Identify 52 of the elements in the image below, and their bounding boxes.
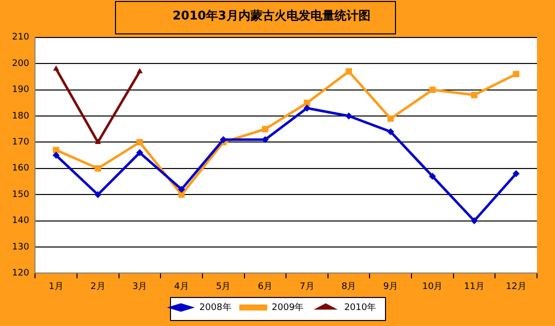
point — [345, 112, 352, 120]
y-tick-label: 140 — [12, 216, 30, 226]
x-tick-label: 8月 — [341, 282, 356, 292]
point — [512, 70, 520, 78]
y-tick-label: 210 — [12, 32, 30, 43]
point — [136, 139, 143, 146]
point — [136, 68, 143, 74]
x-tick-label: 2月 — [90, 282, 106, 292]
point — [471, 92, 478, 98]
x-tick-label: 5月 — [216, 282, 231, 292]
x-tick-label: 9月 — [383, 282, 398, 292]
point — [94, 138, 101, 144]
y-tick-label: 160 — [12, 164, 30, 174]
point — [262, 126, 268, 132]
x-tick-label: 6月 — [258, 282, 273, 292]
point — [387, 128, 394, 136]
point — [94, 191, 102, 198]
y-tick-label: 190 — [12, 85, 30, 96]
point — [53, 65, 60, 71]
x-tick-label: 1月 — [48, 282, 64, 292]
y-tick-label: 180 — [12, 111, 30, 122]
point — [262, 136, 269, 144]
x-tick-label: 11月 — [464, 282, 484, 292]
point — [304, 104, 310, 112]
legend-label: 2009年 — [272, 302, 304, 313]
point — [178, 186, 186, 193]
x-tick-label: 3月 — [132, 282, 148, 292]
legend-label: 2008年 — [199, 302, 232, 313]
chart-title: 2010年3月内蒙古火电发电量统计图 — [172, 8, 370, 22]
point — [52, 146, 60, 154]
point — [470, 217, 478, 224]
point — [428, 172, 436, 180]
point — [178, 191, 185, 198]
y-tick-label: 170 — [12, 138, 30, 148]
point — [52, 152, 60, 159]
legend-label: 2010年 — [344, 302, 376, 313]
y-tick-label: 150 — [12, 190, 30, 200]
y-tick-label: 120 — [12, 268, 30, 279]
point — [512, 170, 520, 178]
y-tick-label: 130 — [12, 242, 30, 252]
point — [387, 115, 394, 122]
point — [304, 100, 310, 106]
y-tick-label: 200 — [12, 58, 30, 69]
x-tick-label: 7月 — [300, 282, 314, 292]
point — [346, 68, 352, 75]
point — [136, 149, 144, 156]
point — [220, 136, 227, 144]
point — [429, 86, 436, 93]
x-tick-label: 12月 — [506, 282, 526, 292]
x-tick-label: 10月 — [422, 282, 443, 292]
x-tick-label: 4月 — [174, 282, 189, 292]
point — [94, 165, 102, 172]
